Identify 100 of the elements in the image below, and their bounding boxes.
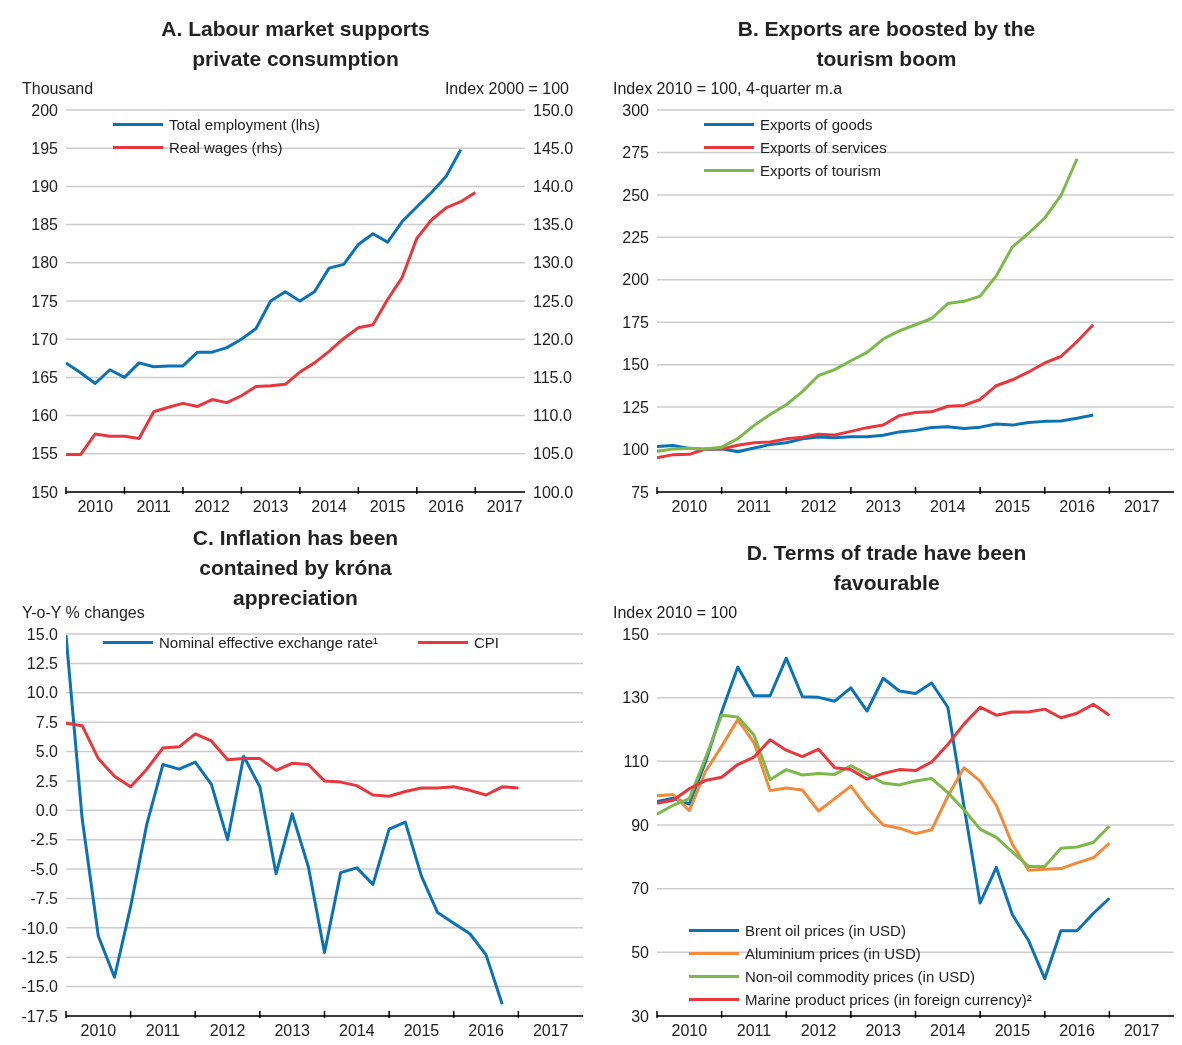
y-tick-label: 90 — [631, 816, 650, 834]
x-tick-label: 2013 — [865, 498, 902, 515]
chart-title: A. Labour market supports private consumption — [160, 16, 431, 72]
y-tick-label: 185 — [31, 216, 59, 234]
legend-label: Marine product prices (in foreign currency)² — [745, 991, 1032, 1008]
y2-tick-label: 105.0 — [533, 445, 574, 463]
y-tick-label: 150 — [622, 625, 650, 643]
line-series — [66, 721, 520, 798]
y2-tick-label: 100.0 — [533, 483, 574, 501]
y-tick-label: -17.5 — [21, 1007, 59, 1025]
x-tick-label: 2010 — [671, 498, 708, 515]
y-tick-label: 160 — [31, 407, 59, 425]
y2-tick-label: 140.0 — [533, 178, 574, 196]
line-series — [66, 634, 504, 1006]
y2-axis-title: Index 2000 = 100 — [444, 80, 569, 98]
y-tick-label: 7.5 — [35, 713, 59, 731]
x-tick-label: 2017 — [486, 498, 523, 515]
x-tick-label: 2014 — [311, 498, 348, 515]
y-axis-title: Y-o-Y % changes — [22, 604, 145, 622]
x-tick-label: 2015 — [369, 498, 406, 515]
y-tick-label: 50 — [631, 944, 650, 962]
y-tick-label: 15.0 — [26, 625, 59, 643]
y-axis-title: Thousand — [22, 80, 94, 98]
x-tick-label: 2011 — [145, 1022, 181, 1039]
x-tick-label: 2017 — [532, 1022, 569, 1039]
y-tick-label: -2.5 — [30, 831, 59, 849]
x-tick-label: 2010 — [77, 498, 114, 515]
y-tick-label: 110 — [623, 753, 650, 771]
x-tick-label: 2014 — [930, 1022, 966, 1039]
y-axis-title: Index 2010 = 100, 4-quarter m.a — [613, 80, 843, 98]
y2-tick-label: 150.0 — [533, 101, 574, 119]
y-tick-label: 125 — [622, 398, 650, 416]
y-tick-label: 250 — [622, 186, 650, 204]
chart-title: D. Terms of trade have been favourable — [745, 540, 1028, 596]
y-tick-label: 130 — [622, 689, 650, 707]
y-tick-label: 2.5 — [35, 772, 59, 790]
x-tick-label: 2017 — [1123, 1022, 1160, 1039]
line-series — [657, 323, 1095, 460]
x-tick-label: 2011 — [736, 1022, 772, 1039]
y-axis-title: Index 2010 = 100 — [613, 604, 738, 622]
x-tick-label: 2016 — [468, 1022, 504, 1039]
y-tick-label: 275 — [622, 144, 650, 162]
y-tick-label: 70 — [631, 880, 650, 898]
y-tick-label: 100 — [622, 441, 650, 459]
line-series — [657, 157, 1079, 453]
x-tick-label: 2013 — [274, 1022, 311, 1039]
y-tick-label: 225 — [622, 229, 650, 247]
line-series — [657, 702, 1111, 805]
y-tick-label: 200 — [31, 101, 59, 119]
chart-title: C. Inflation has been contained by króna appreciation — [191, 525, 400, 611]
y-tick-label: 195 — [31, 139, 59, 157]
x-tick-label: 2016 — [1059, 1022, 1095, 1039]
x-tick-label: 2017 — [1123, 498, 1160, 515]
legend-label: Exports of tourism — [760, 162, 881, 179]
y2-tick-label: 115.0 — [533, 369, 572, 387]
legend-label: Exports of services — [760, 139, 887, 156]
legend-label: Non-oil commodity prices (in USD) — [745, 968, 976, 985]
x-tick-label: 2010 — [80, 1022, 117, 1039]
y-tick-label: 0.0 — [35, 801, 59, 819]
y-tick-label: 12.5 — [26, 655, 59, 673]
x-tick-label: 2011 — [736, 498, 772, 515]
y-tick-label: 5.0 — [35, 743, 59, 761]
x-tick-label: 2015 — [994, 498, 1031, 515]
y-tick-label: 75 — [631, 483, 650, 501]
y-tick-label: 170 — [31, 330, 59, 348]
legend-label: Exports of goods — [760, 116, 873, 133]
y-tick-label: -5.0 — [30, 860, 59, 878]
x-tick-label: 2012 — [194, 498, 231, 515]
y-tick-label: 10.0 — [26, 684, 59, 702]
y2-tick-label: 120.0 — [533, 330, 574, 348]
y-tick-label: 180 — [31, 254, 59, 272]
y-tick-label: 165 — [31, 369, 59, 387]
y-tick-label: 150 — [622, 356, 650, 374]
y-tick-label: 175 — [31, 292, 59, 310]
chart-title: B. Exports are boosted by the tourism boom — [736, 16, 1037, 72]
y-tick-label: 200 — [622, 271, 650, 289]
x-tick-label: 2014 — [930, 498, 966, 515]
legend-label: Total employment (lhs) — [169, 116, 320, 133]
x-tick-label: 2012 — [800, 498, 837, 515]
x-tick-label: 2012 — [800, 1022, 837, 1039]
y-tick-label: 155 — [31, 445, 59, 463]
y2-tick-label: 130.0 — [533, 254, 574, 272]
legend-label: Brent oil prices (in USD) — [745, 922, 906, 939]
y2-tick-label: 110.0 — [533, 407, 572, 425]
y-tick-label: -15.0 — [21, 978, 59, 996]
y-tick-label: 190 — [31, 178, 59, 196]
y2-tick-label: 125.0 — [533, 292, 574, 310]
x-tick-label: 2016 — [1059, 498, 1095, 515]
legend-label: CPI — [474, 634, 500, 651]
y2-tick-label: 135.0 — [533, 216, 574, 234]
x-tick-label: 2010 — [671, 1022, 708, 1039]
x-tick-label: 2013 — [865, 1022, 902, 1039]
x-tick-label: 2013 — [252, 498, 289, 515]
y-tick-label: -10.0 — [21, 919, 59, 937]
y2-tick-label: 145.0 — [533, 139, 574, 157]
x-tick-label: 2014 — [339, 1022, 375, 1039]
x-tick-label: 2015 — [403, 1022, 440, 1039]
legend-label: Real wages (rhs) — [169, 139, 283, 156]
x-tick-label: 2011 — [136, 498, 172, 515]
y-tick-label: 30 — [631, 1007, 650, 1025]
